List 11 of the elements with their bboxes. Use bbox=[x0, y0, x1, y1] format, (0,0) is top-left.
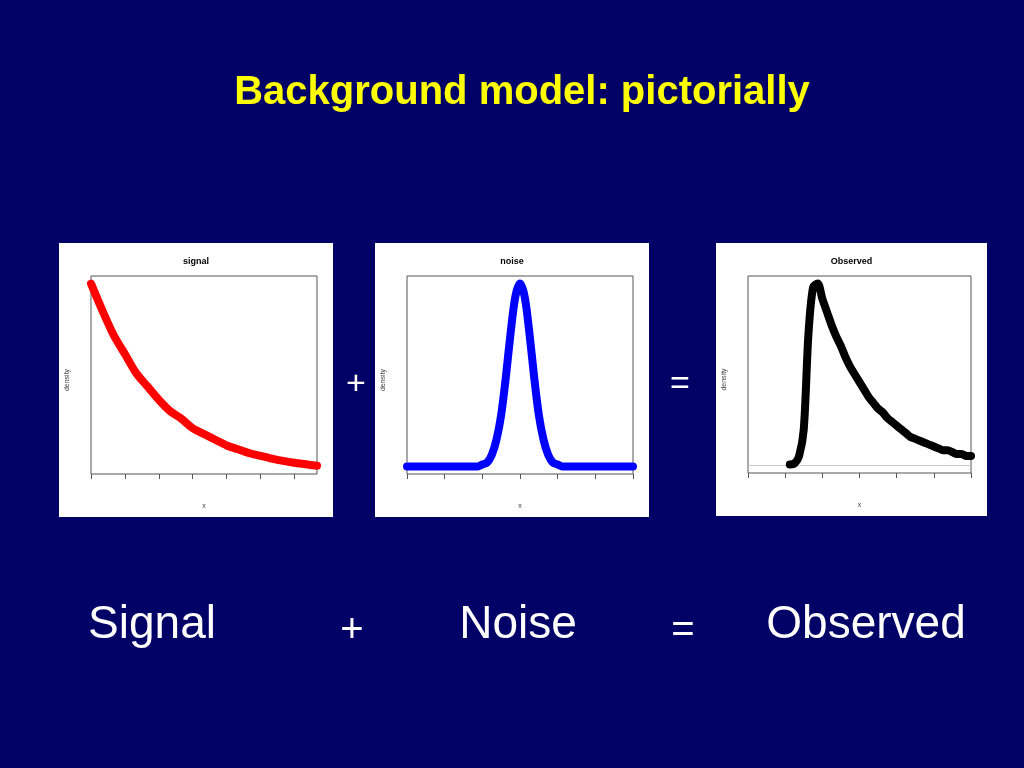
chart-title: signal bbox=[182, 255, 210, 266]
text: Signal bbox=[88, 595, 216, 649]
text: Background model: pictorially bbox=[233, 67, 811, 114]
text: = bbox=[671, 605, 695, 651]
chart-title: noise bbox=[500, 255, 524, 266]
text: + bbox=[340, 605, 364, 651]
text: = bbox=[670, 362, 690, 402]
text: Noise bbox=[459, 595, 577, 649]
text: Observed bbox=[766, 595, 966, 649]
chart-title: Observed bbox=[830, 255, 873, 266]
text: + bbox=[346, 362, 366, 402]
